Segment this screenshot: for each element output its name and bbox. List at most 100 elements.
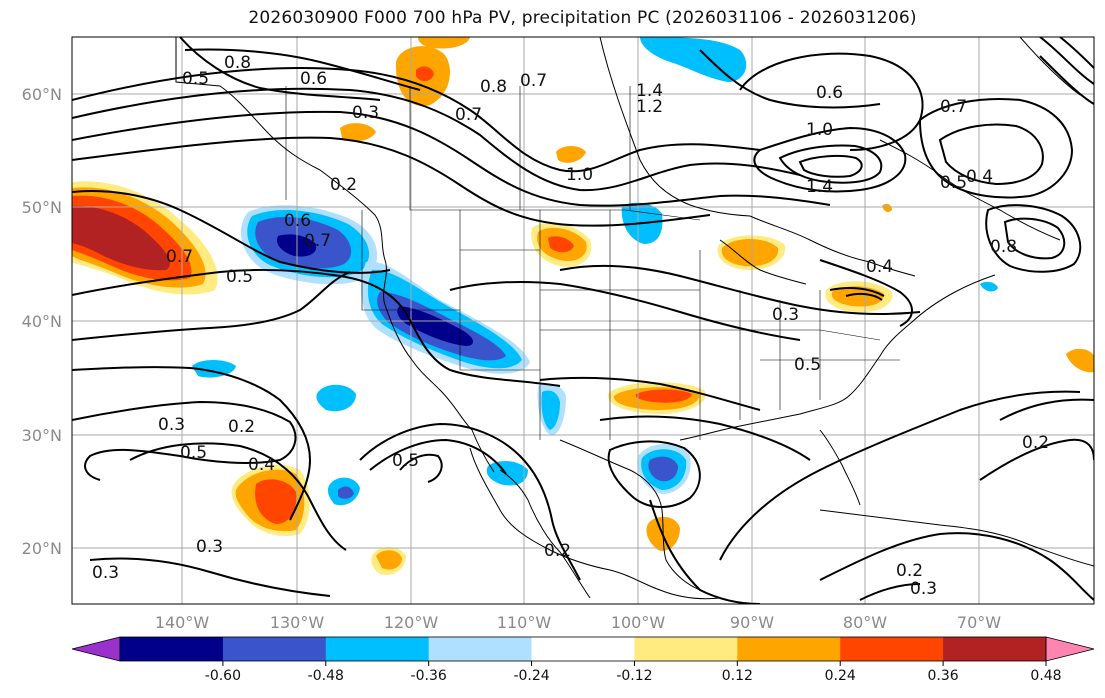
lon-label: 110°W: [497, 613, 552, 632]
precip-anomaly-negative: [980, 281, 998, 292]
colorbar-segment: [634, 637, 738, 661]
contour-label: 0.5: [226, 267, 253, 287]
contour-label: 0.5: [180, 443, 207, 463]
contour-label: 0.8: [990, 237, 1017, 257]
lon-label: 80°W: [843, 613, 887, 632]
precip-anomaly-positive: [340, 123, 376, 142]
precip-anomaly-positive: [548, 236, 574, 253]
contour-label: 1.4: [636, 81, 663, 101]
latitude-axis: 60°N 50°N 40°N 30°N 20°N: [22, 85, 62, 558]
lon-label: 130°W: [270, 613, 325, 632]
precip-anomaly-negative: [648, 456, 678, 482]
precip-anomaly-positive: [376, 550, 402, 570]
contour-label: 0.2: [330, 175, 357, 195]
contour-label: 0.3: [352, 103, 379, 123]
contour-label: 0.6: [284, 211, 311, 231]
contour-label: 0.6: [816, 83, 843, 103]
contour-label: 0.8: [480, 77, 507, 97]
colorbar-segment: [325, 637, 430, 661]
colorbar-tick-label: -0.60: [205, 668, 241, 684]
colorbar-tick-label: 0.36: [928, 668, 959, 684]
pv-contour-labels: 1.0 1.0 1.2 1.4 1.4 0.8 0.8 0.8 0.7 0.7 …: [92, 53, 1049, 599]
lat-label: 30°N: [22, 426, 62, 445]
contour-label: 0.6: [300, 69, 327, 89]
colorbar-segment: [120, 637, 224, 661]
contour-label: 0.5: [940, 173, 967, 193]
colorbar-tick-label: 0.24: [825, 668, 856, 684]
colorbar-frame: [119, 636, 1047, 662]
contour-label: 0.2: [228, 417, 255, 437]
colorbar-tick-label: -0.48: [308, 668, 344, 684]
lat-label: 20°N: [22, 539, 62, 558]
precip-anomaly-negative: [486, 461, 528, 486]
contour-label: 0.7: [166, 247, 193, 267]
colorbar-segment: [531, 637, 635, 661]
map-title: 2026030900 F000 700 hPa PV, precipitatio…: [248, 8, 917, 28]
contour-label: 0.8: [224, 53, 251, 73]
contour-label: 1.0: [806, 120, 833, 140]
contour-label: 0.7: [940, 97, 967, 117]
lon-label: 90°W: [730, 613, 774, 632]
longitude-axis: 140°W 130°W 120°W 110°W 100°W 90°W 80°W …: [155, 613, 1001, 632]
precip-anomaly-negative: [541, 390, 560, 430]
colorbar-segment: [840, 637, 944, 661]
map-frame: [71, 36, 1095, 605]
colorbar-segment: [428, 637, 533, 661]
precip-anomaly-positive: [418, 37, 470, 49]
lat-label: 40°N: [22, 312, 62, 331]
coastlines: [175, 37, 1094, 600]
graticule: [72, 37, 1094, 604]
contour-label: 0.3: [92, 563, 119, 583]
contour-label: 0.2: [1022, 433, 1049, 453]
precip-anomaly-negative: [316, 384, 356, 412]
colorbar-tick-label: 0.12: [722, 668, 753, 684]
contour-label: 0.2: [544, 541, 571, 561]
contour-label: 1.2: [636, 97, 663, 117]
precip-anomaly-positive: [556, 146, 586, 163]
lat-label: 50°N: [22, 198, 62, 217]
colorbar-extend-high: [1045, 636, 1095, 662]
precip-anomaly-positive: [1066, 348, 1094, 373]
colorbar-tick-label: 0.48: [1030, 668, 1061, 684]
contour-label: 0.4: [248, 455, 275, 475]
contour-label: 0.3: [158, 415, 185, 435]
lon-label: 120°W: [384, 613, 439, 632]
precip-anomaly-negative: [640, 37, 747, 82]
colorbar-tick-label: -0.24: [513, 668, 549, 684]
precip-anomaly-positive: [635, 389, 692, 403]
precip-anomaly-negative: [397, 306, 474, 346]
map-plot-area: 1.0 1.0 1.2 1.4 1.4 0.8 0.8 0.8 0.7 0.7 …: [72, 37, 1094, 604]
colorbar-extend-low: [71, 636, 121, 662]
colorbar-tick-label: -0.12: [616, 668, 652, 684]
contour-label: 1.4: [806, 177, 833, 197]
contour-label: 1.0: [566, 165, 593, 185]
contour-label: 0.7: [304, 231, 331, 251]
colorbar: -0.60 -0.48 -0.36 -0.24 -0.12 0.12 0.24 0.36 0.4…: [71, 636, 1095, 684]
contour-label: 0.7: [520, 71, 547, 91]
pv-contours: [72, 37, 1094, 604]
colorbar-segment: [737, 637, 841, 661]
lon-label: 140°W: [155, 613, 210, 632]
contour-label: 0.4: [966, 167, 993, 187]
contour-label: 0.3: [772, 305, 799, 325]
contour-label: 0.5: [794, 355, 821, 375]
contour-label: 0.3: [910, 579, 937, 599]
colorbar-segment: [943, 637, 1047, 661]
lon-label: 70°W: [957, 613, 1001, 632]
lon-label: 100°W: [611, 613, 666, 632]
precip-anomaly-positive: [72, 205, 170, 271]
precip-anomaly-positive: [882, 203, 892, 213]
colorbar-segment: [222, 637, 327, 661]
colorbar-tick-label: -0.36: [411, 668, 447, 684]
lat-label: 60°N: [22, 85, 62, 104]
contour-label: 0.4: [866, 257, 893, 277]
precip-anomaly-positive: [721, 239, 779, 267]
contour-label: 0.5: [182, 69, 209, 89]
contour-label: 0.3: [196, 537, 223, 557]
contour-label: 0.5: [392, 451, 419, 471]
precip-anomaly-negative: [338, 486, 354, 499]
precip-anomaly-positive: [255, 479, 297, 524]
contour-label: 0.2: [896, 561, 923, 581]
contour-label: 0.7: [455, 105, 482, 125]
